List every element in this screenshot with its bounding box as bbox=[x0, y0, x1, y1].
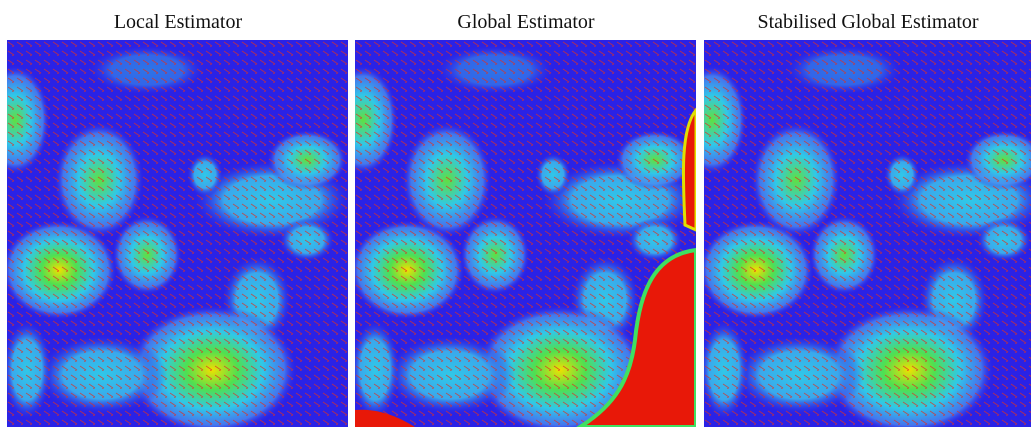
panel-title: Stabilised Global Estimator bbox=[757, 11, 978, 33]
panel-title: Local Estimator bbox=[114, 11, 243, 33]
field-image bbox=[677, 40, 1031, 427]
panel-title: Global Estimator bbox=[457, 11, 595, 33]
field-image bbox=[328, 40, 700, 427]
field-image bbox=[0, 40, 352, 427]
